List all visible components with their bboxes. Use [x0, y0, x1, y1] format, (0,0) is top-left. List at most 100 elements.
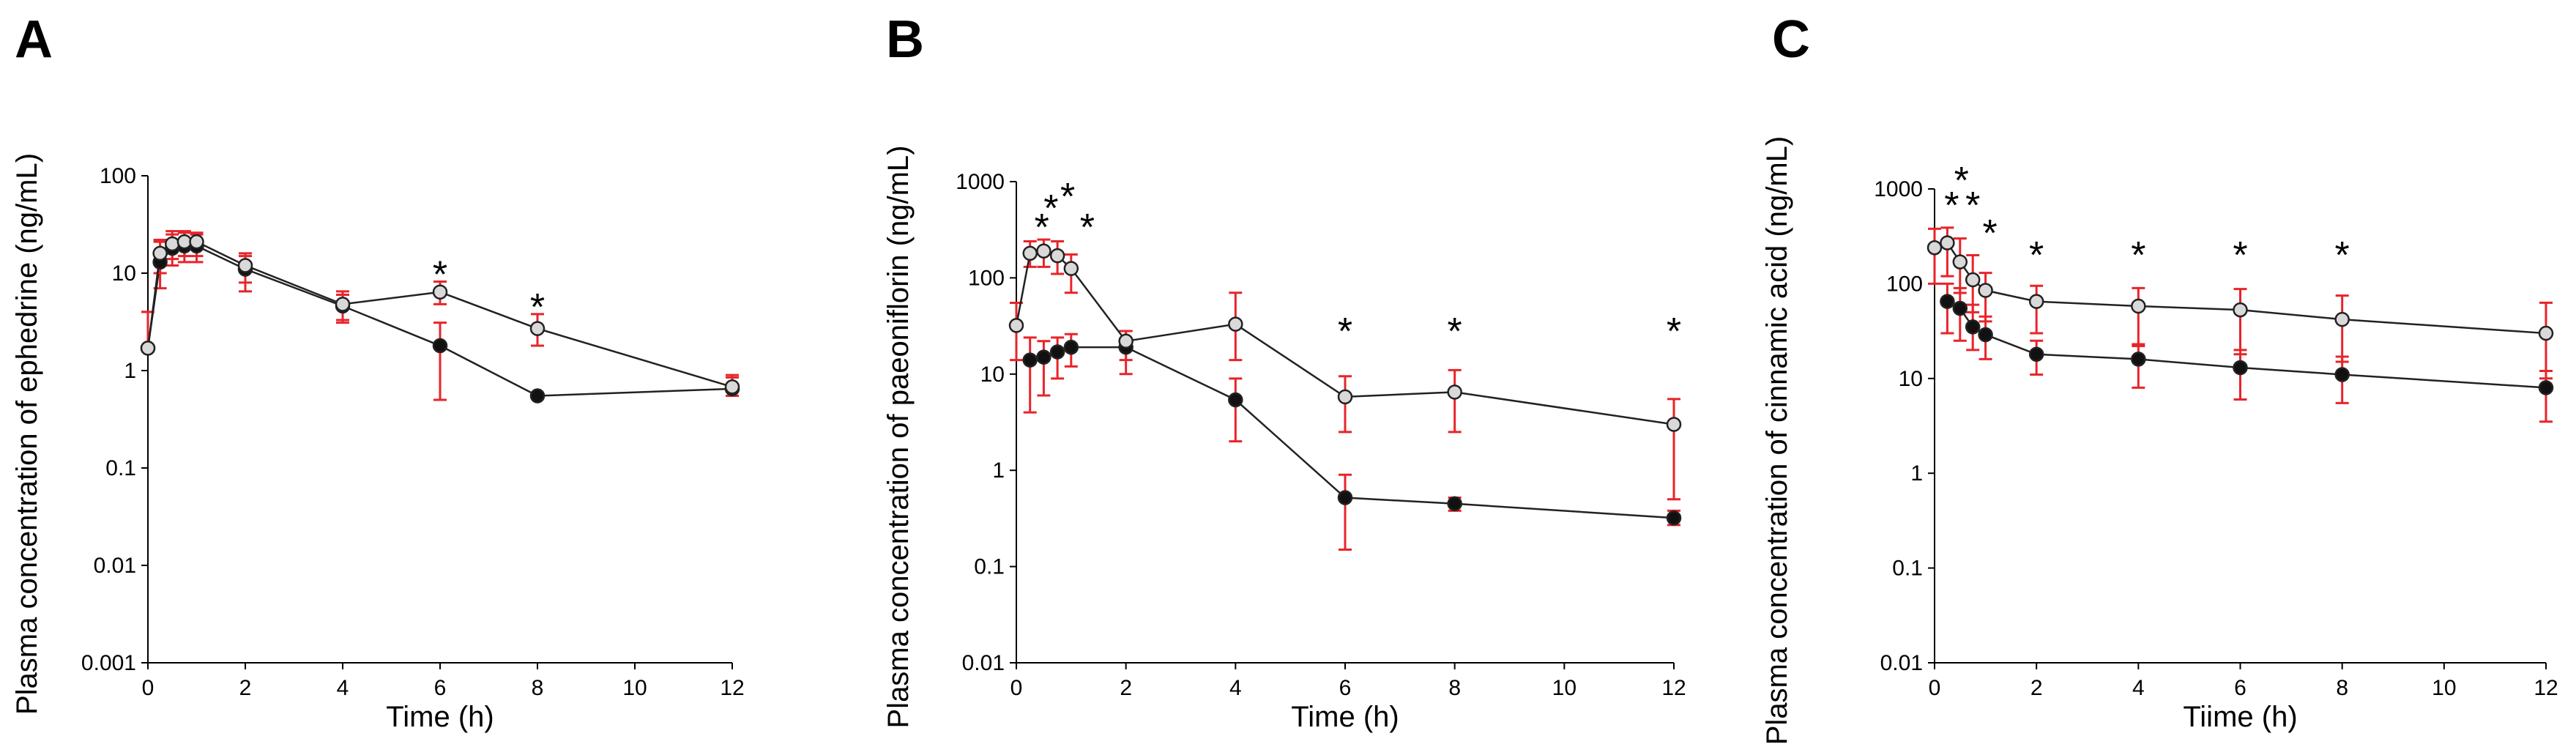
- x-axis-label: Tiime (h): [2183, 701, 2297, 733]
- markers-open: [140, 234, 740, 395]
- significance-star: *: [1982, 212, 1997, 255]
- x-tick-label: 6: [2234, 676, 2246, 700]
- x-tick-label: 2: [2030, 676, 2043, 700]
- data-point: [1978, 283, 1993, 298]
- data-point: [1940, 294, 1955, 309]
- data-point: [2538, 380, 2554, 395]
- series-open: [1010, 238, 1680, 501]
- x-tick-label: 10: [1552, 676, 1577, 700]
- y-tick-label: 100: [1886, 272, 1923, 296]
- panel-b: B 0.01 0.1 1 10 100 1000 0 2 4 6 8 10 12 Time (h) Plasm…: [882, 10, 1686, 733]
- significance-star: *: [1338, 311, 1352, 353]
- significance-star: *: [1060, 176, 1075, 218]
- significance-star: *: [1043, 187, 1058, 230]
- y-tick-label: 1000: [1874, 177, 1923, 201]
- y-tick-label: 10: [112, 261, 136, 286]
- data-point: [165, 236, 180, 252]
- significance-star: *: [2335, 234, 2350, 277]
- x-axis-label: Time (h): [1291, 701, 1399, 733]
- data-point: [1049, 344, 1065, 360]
- y-tick-label: 100: [968, 266, 1005, 290]
- data-point: [1228, 392, 1243, 408]
- y-tick-label: 0.1: [1892, 557, 1923, 581]
- data-point: [1952, 254, 1968, 270]
- data-point: [2131, 298, 2146, 314]
- data-point: [2028, 294, 2044, 309]
- data-point: [1940, 235, 1955, 250]
- x-tick-label: 10: [2432, 676, 2456, 700]
- x-tick-label: 6: [434, 676, 447, 700]
- x-tick-label: 2: [239, 676, 252, 700]
- x-tick-label: 4: [1229, 676, 1242, 700]
- x-tick-label: 0: [142, 676, 155, 700]
- significance-star: *: [2131, 234, 2145, 277]
- data-point: [1063, 261, 1079, 276]
- y-tick-label: 10: [980, 363, 1005, 387]
- y-tick-label: 10: [1899, 367, 1923, 391]
- markers-open: [1008, 243, 1682, 432]
- x-tick-label: 12: [1661, 676, 1686, 700]
- y-axis-label: Plasma concentration of ephedrine (ng/mL…: [11, 153, 43, 715]
- data-point: [176, 234, 193, 250]
- series-open: [1928, 226, 2553, 380]
- data-point: [140, 341, 156, 356]
- data-point: [1036, 349, 1051, 365]
- y-tick-label: 0.1: [105, 456, 136, 480]
- data-point: [1118, 333, 1133, 349]
- data-point: [1008, 318, 1024, 333]
- x-tick-label: 8: [532, 676, 544, 700]
- data-point: [1666, 417, 1682, 432]
- data-point: [529, 388, 546, 404]
- x-tick-label: 2: [1120, 676, 1132, 700]
- data-point: [189, 234, 204, 250]
- significance-star: *: [530, 286, 545, 329]
- y-tick-label: 1: [124, 359, 136, 383]
- x-tick-label: 12: [2534, 676, 2558, 700]
- series-filled: [1023, 330, 1680, 551]
- data-point: [335, 297, 351, 312]
- x-tick-label: 0: [1929, 676, 1941, 700]
- data-point: [1337, 389, 1353, 405]
- significance-star: *: [1667, 311, 1681, 353]
- panel-label: A: [15, 10, 53, 69]
- data-point: [1063, 339, 1079, 355]
- significance-star: *: [2233, 234, 2247, 277]
- x-tick-label: 10: [622, 676, 647, 700]
- significance-star: *: [1944, 185, 1959, 227]
- data-point: [2334, 367, 2350, 382]
- y-tick-label: 100: [100, 164, 136, 188]
- y-axis-label: Plasma concentration of paeoniflorin (ng…: [882, 146, 915, 729]
- data-point: [1022, 352, 1038, 368]
- data-point: [2233, 360, 2248, 376]
- x-axis-label: Time (h): [386, 701, 494, 733]
- y-tick-label: 0.01: [1880, 651, 1923, 675]
- data-point: [237, 258, 253, 273]
- x-tick-label: 4: [337, 676, 349, 700]
- y-tick-label: 0.001: [81, 651, 136, 675]
- series-line: [1934, 242, 2547, 335]
- significance-star: *: [1965, 185, 1980, 227]
- data-point: [2131, 352, 2146, 367]
- data-point: [724, 379, 740, 395]
- data-point: [1447, 496, 1462, 512]
- x-tick-label: 0: [1010, 676, 1023, 700]
- data-point: [1965, 272, 1981, 288]
- markers-filled: [1940, 294, 2554, 395]
- significance-star: *: [1080, 207, 1095, 249]
- y-axis-label: Plasma concentration of cinnamic acid (n…: [1761, 136, 1793, 745]
- markers-open: [1927, 235, 2554, 341]
- data-point: [2334, 311, 2350, 327]
- panel-a: A 0.001 0.01 0.1 1 10 100 0 2 4 6 8 10 12 Time (h) Plas…: [11, 10, 745, 733]
- data-point: [1447, 384, 1462, 400]
- data-point: [1965, 319, 1981, 335]
- data-point: [1952, 300, 1968, 316]
- x-tick-label: 6: [1339, 676, 1352, 700]
- data-point: [152, 245, 168, 261]
- significance-star: *: [1448, 311, 1462, 353]
- data-point: [432, 284, 448, 300]
- data-point: [1036, 243, 1051, 259]
- data-point: [2538, 325, 2554, 341]
- x-tick-label: 8: [2336, 676, 2348, 700]
- y-tick-label: 1: [992, 458, 1005, 483]
